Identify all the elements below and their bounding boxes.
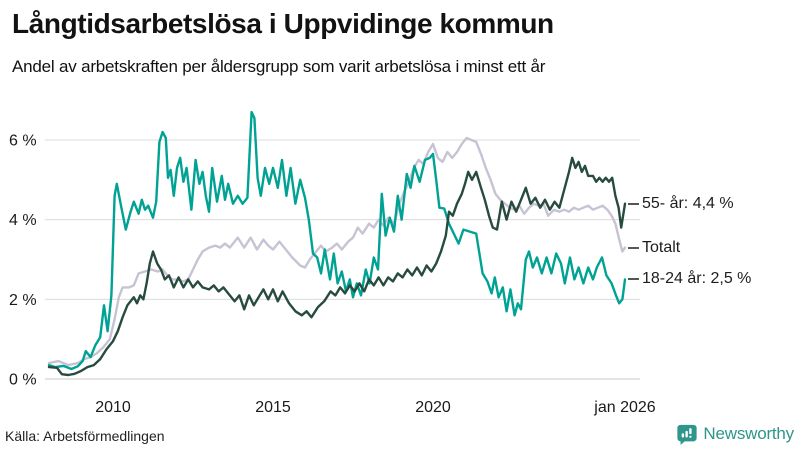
series-end-label-55: 55- år: 4,4 % [628, 193, 734, 215]
label-tick-icon [628, 278, 639, 281]
y-axis-tick-label: 6 % [9, 133, 37, 150]
series-line-55- år [47, 156, 627, 377]
label-tick-icon [628, 202, 639, 205]
y-axis-tick-label: 0 % [9, 372, 37, 389]
y-axis-tick-label: 4 % [9, 212, 37, 229]
x-axis-tick-label: 2020 [415, 399, 451, 416]
y-axis-tick-label: 2 % [9, 292, 37, 309]
x-axis-tick-label: jan 2026 [593, 399, 655, 416]
brand-name: Newsworthy [703, 424, 794, 443]
series-end-label-text: Totalt [642, 238, 681, 256]
label-tick-icon [628, 246, 639, 249]
series-end-label-text: 55- år: 4,4 % [642, 194, 734, 212]
x-axis-tick-label: 2010 [95, 399, 131, 416]
source-attribution: Källa: Arbetsförmedlingen [5, 428, 165, 444]
series-end-label-text: 18-24 år: 2,5 % [642, 270, 752, 288]
brand-footer: Newsworthy [676, 423, 794, 445]
series-line-18-24 år [47, 110, 627, 371]
series-end-label-18-24: 18-24 år: 2,5 % [628, 268, 751, 290]
series-line-Totalt [47, 136, 627, 367]
newsworthy-logo-icon [677, 424, 698, 445]
chart-subtitle: Andel av arbetskraften per åldersgrupp s… [12, 57, 546, 76]
x-axis-tick-label: 2015 [255, 399, 291, 416]
series-end-label-totalt: Totalt [628, 237, 680, 259]
chart-title: Långtidsarbetslösa i Uppvidinge kommun [12, 8, 554, 39]
